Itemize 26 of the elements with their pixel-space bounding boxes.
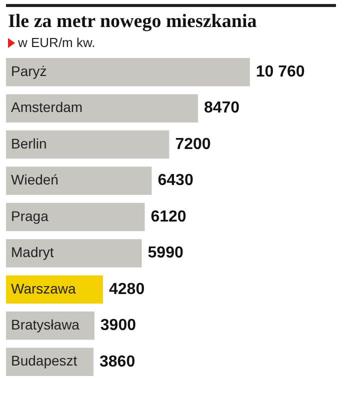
y-tick-label: Bratysława bbox=[11, 316, 80, 333]
data-label: 3900 bbox=[100, 317, 136, 334]
y-tick-label: Madryt bbox=[11, 244, 54, 260]
data-label: 4280 bbox=[109, 280, 145, 298]
data-label: 8470 bbox=[204, 100, 240, 117]
y-tick-label: Amsterdam bbox=[11, 99, 83, 116]
y-tick-label: Berlin bbox=[11, 135, 47, 152]
y-tick-label: Praga bbox=[11, 208, 49, 224]
data-label: 10 760 bbox=[256, 64, 305, 81]
bar bbox=[6, 58, 250, 86]
y-tick-label: Wiedeń bbox=[11, 172, 58, 188]
bar bbox=[6, 94, 198, 122]
chart-subtitle: w EUR/m kw. bbox=[18, 35, 96, 50]
y-tick-label: Warszawa bbox=[11, 280, 76, 296]
y-tick-label: Paryż bbox=[11, 62, 47, 79]
data-label: 6430 bbox=[158, 172, 194, 190]
bar bbox=[6, 239, 142, 268]
y-tick-label: Budapeszt bbox=[11, 352, 78, 369]
chart-title: Ile za metr nowego mieszkania bbox=[8, 11, 258, 33]
bar bbox=[6, 202, 145, 232]
data-label: 7200 bbox=[175, 136, 211, 153]
bar bbox=[6, 166, 152, 195]
data-label: 5990 bbox=[148, 244, 184, 262]
bar bbox=[6, 130, 170, 159]
data-label: 6120 bbox=[150, 208, 186, 226]
data-label: 3860 bbox=[99, 353, 136, 370]
